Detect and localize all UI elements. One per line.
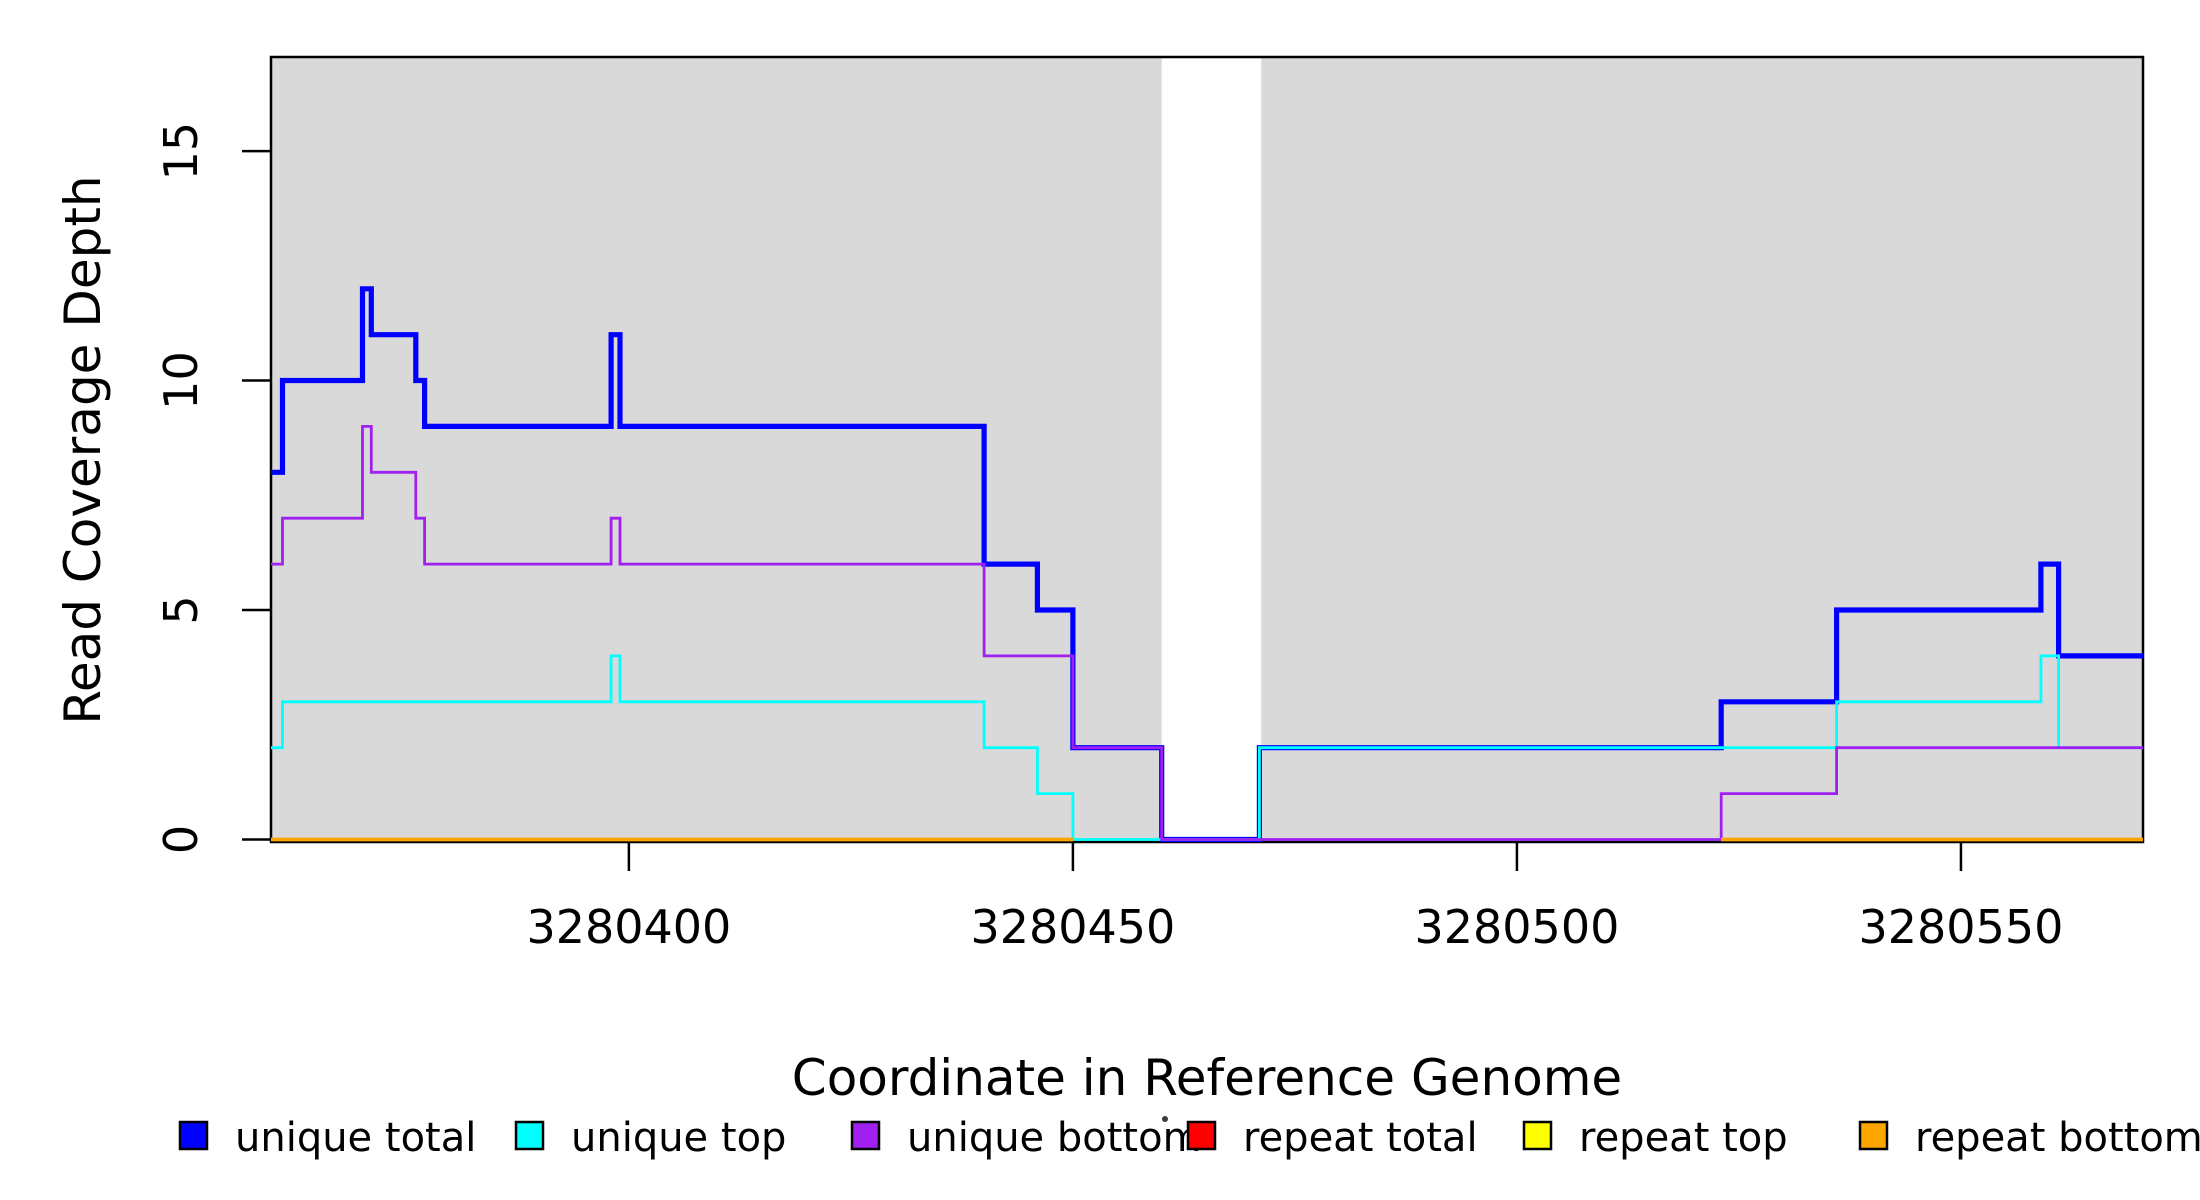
legend-swatch-unique-bottom <box>850 1120 881 1151</box>
y-tick-label: 15 <box>154 122 208 181</box>
x-tick-label: 3280550 <box>1859 900 2064 954</box>
legend-swatch-repeat-bottom <box>1858 1120 1889 1151</box>
axes: 3280400 3280450 3280500 3280550 0 5 10 15 <box>154 122 2063 954</box>
shaded-region-2 <box>1261 57 2143 842</box>
shaded-region-1 <box>271 57 1162 842</box>
legend-swatch-unique-top <box>514 1120 545 1151</box>
legend-label-repeat-bottom: repeat bottom <box>1915 1115 2200 1161</box>
legend: unique total unique top unique bottom repea… <box>178 1115 2200 1161</box>
legend-swatch-unique-total <box>178 1120 209 1151</box>
x-tick-label: 3280500 <box>1414 900 1619 954</box>
coverage-series <box>271 286 2143 843</box>
legend-label-unique-top: unique top <box>571 1115 786 1161</box>
y-tick-label: 5 <box>154 595 208 624</box>
stray-dot <box>1162 1116 1168 1122</box>
y-axis-title: Read Coverage Depth <box>54 175 112 724</box>
shaded-regions <box>271 57 2143 842</box>
legend-label-repeat-top: repeat top <box>1579 1115 1788 1161</box>
series-unique-bottom <box>271 425 2143 841</box>
artifacts <box>1162 1116 1168 1122</box>
legend-label-unique-bottom: unique bottom <box>907 1115 1202 1161</box>
x-tick-label: 3280400 <box>526 900 731 954</box>
y-tick-label: 10 <box>154 351 208 410</box>
series-unique-top <box>271 654 2143 841</box>
legend-label-repeat-total: repeat total <box>1243 1115 1478 1161</box>
legend-swatch-repeat-top <box>1522 1120 1553 1151</box>
series-unique-total <box>271 286 2143 843</box>
legend-swatch-repeat-total <box>1186 1120 1217 1151</box>
legend-label-unique-total: unique total <box>235 1115 476 1161</box>
x-axis-title: Coordinate in Reference Genome <box>792 1049 1622 1107</box>
y-tick-label: 0 <box>154 825 208 854</box>
x-tick-label: 3280450 <box>970 900 1175 954</box>
